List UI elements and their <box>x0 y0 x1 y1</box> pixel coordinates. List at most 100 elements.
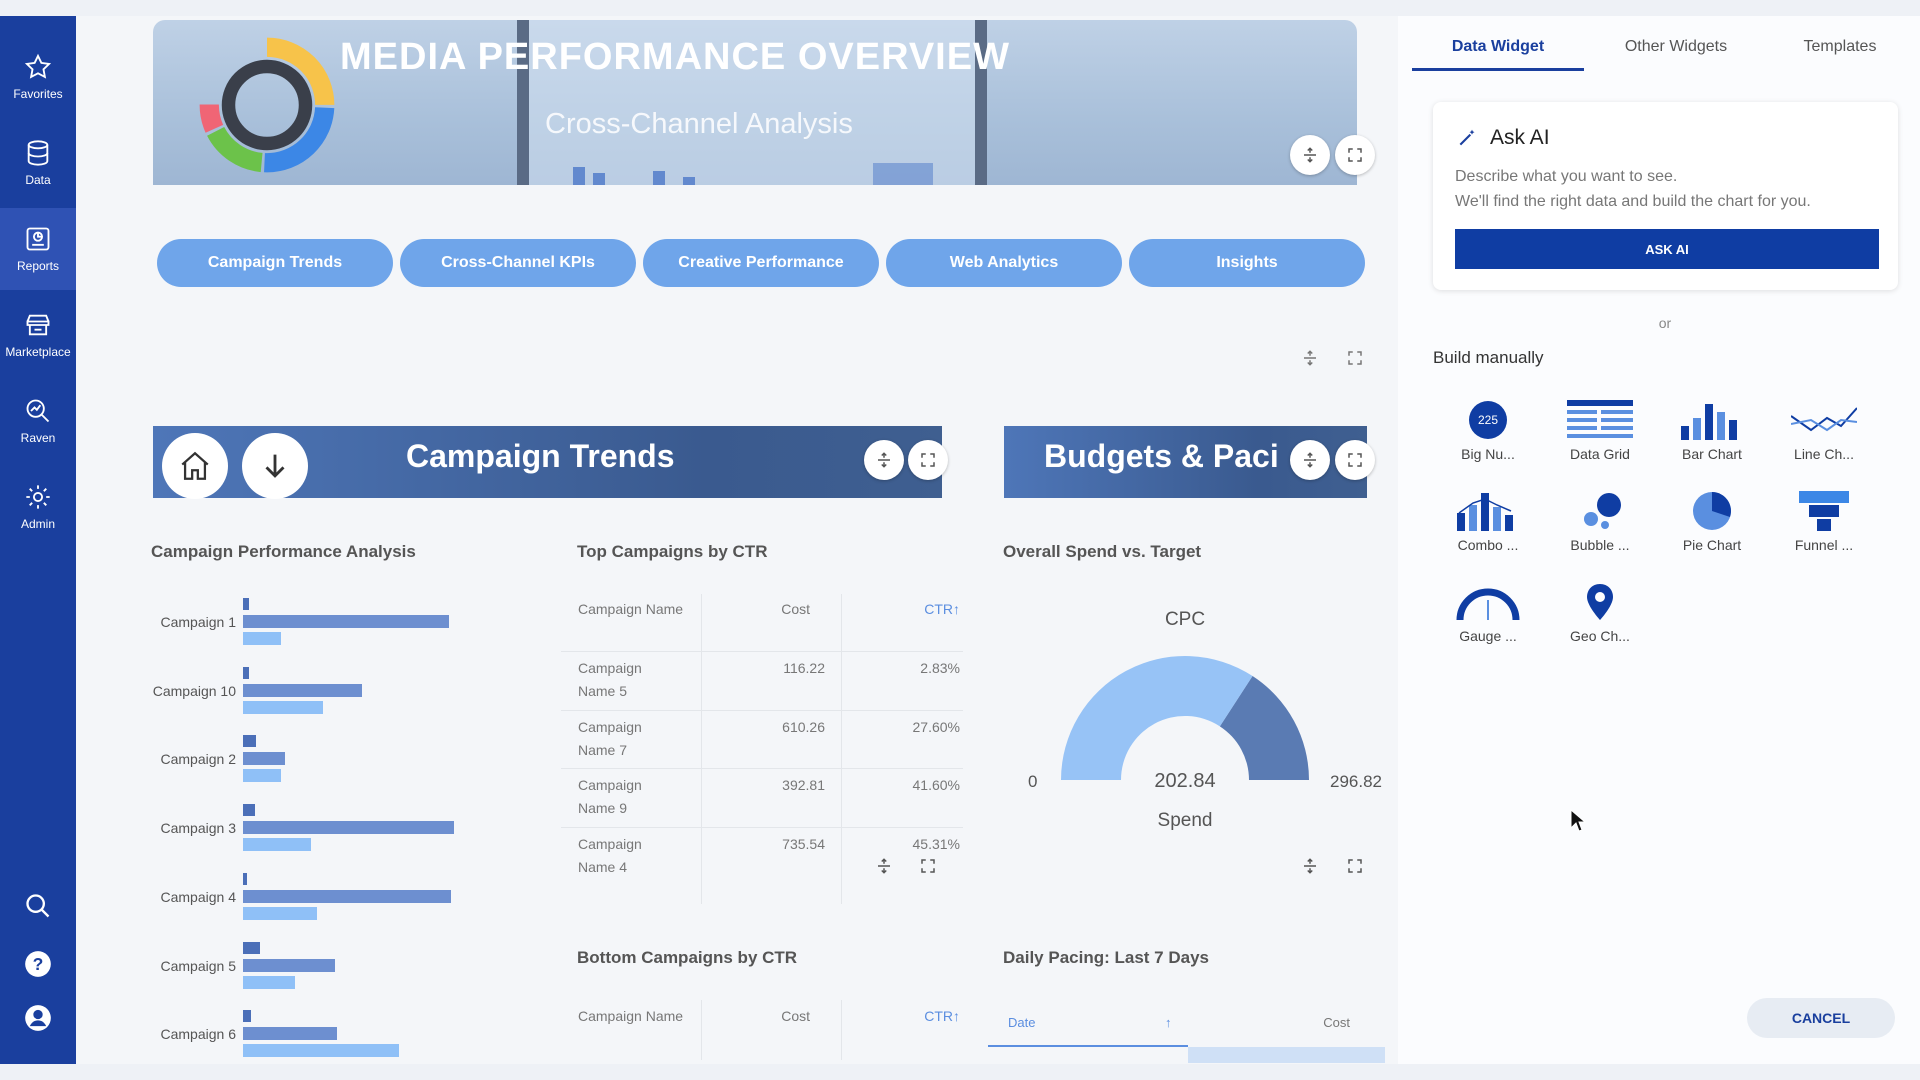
widget-pie-chart[interactable]: Pie Chart <box>1657 491 1767 553</box>
table-move-button[interactable] <box>864 846 904 886</box>
bar[interactable] <box>243 1044 399 1058</box>
user-avatar-icon <box>25 1005 51 1031</box>
nav-favorites[interactable]: Favorites <box>0 36 76 118</box>
bar[interactable] <box>243 958 336 972</box>
table-divider <box>841 594 842 904</box>
nav-search[interactable] <box>0 892 76 920</box>
gauge-move-button[interactable] <box>1290 846 1330 886</box>
table-cell-name: Campaign Name 9 <box>578 777 642 816</box>
bottom-column-header-ctr[interactable]: CTR↑ <box>870 1005 960 1028</box>
widget-gauge-chart[interactable]: Gauge ... <box>1433 582 1543 644</box>
nav-marketplace-label: Marketplace <box>5 345 71 359</box>
table-cell-name: Campaign Name 4 <box>578 835 642 875</box>
budgets-move-button[interactable] <box>1290 440 1330 480</box>
bottom-column-header-cost[interactable]: Cost <box>781 1008 810 1024</box>
bar[interactable] <box>243 700 324 714</box>
bottom-ctr-title: Bottom Campaigns by CTR <box>577 948 798 967</box>
tab-data-widget[interactable]: Data Widget <box>1451 38 1545 55</box>
column-header-ctr[interactable]: CTR↑ <box>870 598 960 621</box>
bar[interactable] <box>243 683 362 697</box>
tabs-expand-button[interactable] <box>1335 338 1375 378</box>
nav-admin[interactable]: Admin <box>0 466 76 548</box>
bar[interactable] <box>243 889 451 903</box>
bar[interactable] <box>243 632 282 645</box>
banner-bar-decoration <box>573 167 585 185</box>
table-cell-name: Campaign Name 7 <box>578 718 642 758</box>
pacing-column-header-date[interactable]: Date <box>1008 1015 1036 1030</box>
bar[interactable] <box>243 769 282 783</box>
widget-big-number[interactable]: 225 Big Nu... <box>1433 400 1543 462</box>
table-cell-cost: 392.81 <box>782 777 825 793</box>
bar[interactable] <box>243 821 455 835</box>
bar[interactable] <box>243 975 295 989</box>
ask-ai-description-line2: We'll find the right data and build the … <box>1455 193 1811 210</box>
widget-geo-chart-label: Geo Ch... <box>1570 628 1630 644</box>
nav-raven[interactable]: Raven <box>0 380 76 462</box>
bar[interactable] <box>243 615 450 628</box>
table-row-divider <box>561 709 963 711</box>
bar[interactable] <box>243 872 247 885</box>
nav-data[interactable]: Data <box>0 122 76 204</box>
tab-creative-performance[interactable]: Creative Performance <box>643 239 879 287</box>
widget-geo-chart[interactable]: Geo Ch... <box>1545 582 1655 644</box>
nav-reports[interactable]: Reports <box>0 208 76 290</box>
nav-help[interactable]: ? <box>0 950 76 978</box>
widget-gauge-chart-label: Gauge ... <box>1459 628 1517 644</box>
tab-templates[interactable]: Templates <box>1803 38 1877 55</box>
widget-bar-chart[interactable]: Bar Chart <box>1657 400 1767 462</box>
nav-data-label: Data <box>25 173 51 187</box>
bar[interactable] <box>243 598 249 610</box>
tabs-move-button[interactable] <box>1290 338 1330 378</box>
nav-profile[interactable] <box>0 1004 76 1032</box>
bar[interactable] <box>243 752 285 766</box>
big-number-icon: 225 <box>1469 401 1507 439</box>
ask-ai-button[interactable]: ASK AI <box>1455 229 1879 269</box>
line-chart-icon <box>1791 407 1857 432</box>
banner-bar-decoration <box>683 177 695 185</box>
bar[interactable] <box>243 666 249 679</box>
home-icon <box>181 451 209 480</box>
widget-bubble-chart[interactable]: Bubble ... <box>1545 491 1655 553</box>
table-cell-ctr: 2.83% <box>920 660 960 676</box>
bottom-column-header-campaign[interactable]: Campaign Name <box>578 1008 684 1024</box>
widget-data-grid[interactable]: Data Grid <box>1545 400 1655 462</box>
banner-move-button[interactable] <box>1290 135 1330 175</box>
widget-combo-chart[interactable]: Combo ... <box>1433 491 1543 553</box>
bar[interactable] <box>243 838 312 852</box>
widget-line-chart[interactable]: Line Ch... <box>1769 400 1879 462</box>
nav-marketplace[interactable]: Marketplace <box>0 294 76 376</box>
funnel-chart-icon <box>1799 491 1849 531</box>
move-vertical-icon <box>878 452 890 468</box>
combo-chart-icon <box>1457 493 1513 531</box>
bar[interactable] <box>243 1027 337 1041</box>
pacing-column-header-cost[interactable]: Cost <box>1323 1015 1350 1030</box>
banner-expand-button[interactable] <box>1335 135 1375 175</box>
widget-funnel-chart[interactable]: Funnel ... <box>1769 491 1879 553</box>
bar[interactable] <box>243 735 257 748</box>
section-expand-button[interactable] <box>908 440 948 480</box>
report-logo <box>199 37 335 173</box>
bar[interactable] <box>243 906 318 920</box>
sort-ascending-icon[interactable]: ↑ <box>1165 1015 1172 1030</box>
cancel-button[interactable]: CANCEL <box>1747 998 1895 1038</box>
tab-insights[interactable]: Insights <box>1129 239 1365 287</box>
tab-cross-channel-kpis[interactable]: Cross-Channel KPIs <box>400 239 636 287</box>
widget-data-grid-label: Data Grid <box>1570 446 1630 462</box>
download-button[interactable] <box>242 433 308 499</box>
tab-other-widgets[interactable]: Other Widgets <box>1624 38 1728 55</box>
gauge-expand-button[interactable] <box>1335 846 1375 886</box>
bar[interactable] <box>243 1010 252 1023</box>
tab-campaign-trends[interactable]: Campaign Trends <box>157 239 393 287</box>
bar[interactable] <box>243 804 255 817</box>
budgets-expand-button[interactable] <box>1335 440 1375 480</box>
section-move-button[interactable] <box>864 440 904 480</box>
table-expand-button[interactable] <box>908 846 948 886</box>
or-divider: or <box>1658 315 1672 331</box>
ask-ai-description-line1: Describe what you want to see. <box>1455 168 1678 185</box>
column-header-campaign[interactable]: Campaign Name <box>578 601 684 617</box>
daily-pacing-title: Daily Pacing: Last 7 Days <box>1003 948 1209 967</box>
tab-web-analytics[interactable]: Web Analytics <box>886 239 1122 287</box>
bar[interactable] <box>243 941 260 954</box>
column-header-cost[interactable]: Cost <box>781 601 810 617</box>
home-button[interactable] <box>162 433 228 499</box>
